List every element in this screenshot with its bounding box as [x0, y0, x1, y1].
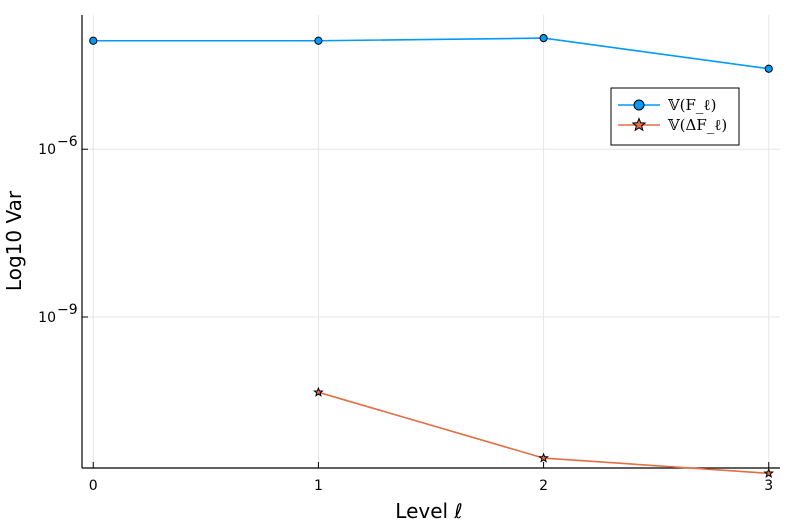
legend-box [610, 87, 740, 146]
axes-layer [81, 15, 780, 469]
y-tick-label: 10 [38, 310, 56, 326]
data-point-series-1 [539, 34, 548, 43]
data-point-series-1 [764, 64, 773, 73]
series-line-1 [93, 37, 769, 70]
y-tick-exponent: −6 [57, 134, 78, 150]
y-tick-label: 10 [38, 142, 56, 158]
x-tick-label: 0 [89, 478, 98, 494]
y-tick-exponent: −9 [57, 302, 78, 318]
legend: 𝕍(F_ℓ) 𝕍(ΔF_ℓ) [610, 87, 740, 146]
data-point-series-1 [89, 36, 98, 45]
legend-label-2: 𝕍(ΔF_ℓ) [667, 116, 727, 134]
y-axis-label: Log10 Var [2, 190, 26, 291]
data-point-series-2 [538, 452, 549, 463]
data-point-series-1 [314, 36, 323, 45]
legend-label-1: 𝕍(F_ℓ) [667, 96, 716, 114]
y-ticks: 10 −610 −9 [38, 134, 88, 326]
data-point-series-2 [763, 467, 775, 478]
x-tick-label: 2 [539, 478, 548, 494]
data-point-series-2 [313, 386, 324, 397]
legend-marker-1 [633, 99, 645, 111]
series-layer [89, 34, 775, 478]
legend-marker-2 [631, 117, 647, 132]
x-tick-label: 3 [764, 478, 773, 494]
grid-layer [82, 15, 780, 468]
x-ticks: 0 1 2 3 [89, 462, 773, 494]
x-tick-label: 1 [314, 478, 323, 494]
x-axis-label: Level ℓ [395, 499, 462, 523]
